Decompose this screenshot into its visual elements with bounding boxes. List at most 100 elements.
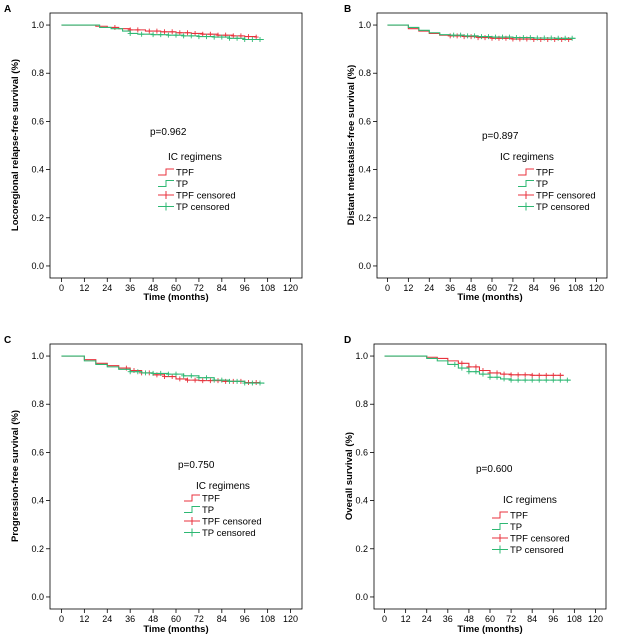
panel-c-series-tp-censor-mark <box>188 373 194 379</box>
panel-c-legend-swatch <box>184 517 200 525</box>
panel-b-series-tp-censor-mark <box>548 35 554 41</box>
panel-d-ytick-label: 0.8 <box>355 399 368 409</box>
panel-d-series-tp-censor-mark <box>515 377 521 383</box>
panel-d-ytick-label: 0.6 <box>355 447 368 457</box>
panel-b-legend-label: TP <box>536 179 548 190</box>
panel-c-series-tp-censor-mark <box>226 378 232 384</box>
panel-b-legend-swatch <box>518 191 534 199</box>
panel-a-legend-label: TPF <box>176 168 194 179</box>
panel-b-xtick-label: 108 <box>568 283 583 293</box>
panel-d-series-tpf-censor-mark <box>494 370 500 376</box>
panel-d-series-tpf-censor-mark <box>501 371 507 377</box>
panel-a-legend-swatch <box>158 202 174 211</box>
panel-b-xtick-label: 120 <box>589 283 604 293</box>
panel-c-series-tp-censor-mark <box>165 371 171 377</box>
panel-b-series-tp-censor-mark <box>486 34 492 40</box>
panel-c-series-tp-censor-mark <box>158 370 164 376</box>
panel-b-legend-label: TPF <box>536 168 554 179</box>
panel-c-legend-swatch <box>184 494 200 502</box>
panel-a-series-tp-censor-mark <box>257 37 263 42</box>
panel-a-ytick-label: 1.0 <box>31 20 44 30</box>
panel-c-ytick-label: 0.2 <box>31 544 44 554</box>
panel-c-series-tpf-line <box>61 355 261 384</box>
panel-c-series-tp-censor-mark <box>173 371 179 377</box>
panel-d-series-tp-censor-mark <box>494 374 500 380</box>
panel-b-series-tpf-censor-mark <box>482 35 488 41</box>
panel-d-series-tp-censor-mark <box>550 377 556 383</box>
panel-b-xlabel: Time (months) <box>457 292 522 303</box>
panel-d-xtick-label: 24 <box>422 614 432 624</box>
panel-a-xtick-label: 84 <box>217 283 227 293</box>
panel-c-xtick-label: 84 <box>217 614 227 624</box>
panel-a-series-tpf-censor-mark <box>162 29 168 35</box>
panel-c-legend-label: TPF <box>202 494 220 505</box>
panel-a-series-tp-censor-mark <box>196 34 202 40</box>
panel-b-legend-title: IC regimens <box>500 152 554 163</box>
panel-b-ytick-label: 0.6 <box>358 116 371 126</box>
panel-b-series-tp-line <box>387 24 576 39</box>
panel-c-series-tp-censor-mark <box>142 370 148 376</box>
panel-b-ytick-label: 1.0 <box>358 20 371 30</box>
panel-a-xtick-label: 108 <box>260 283 275 293</box>
panel-b-xtick-label: 0 <box>385 283 390 293</box>
panel-d-ytick-label: 0.4 <box>355 496 368 506</box>
panel-c-ytick-label: 0.6 <box>31 447 44 457</box>
panel-d-xtick-label: 60 <box>485 614 495 624</box>
panel-d-series-tpf-censor-mark <box>536 372 542 378</box>
panel-a-legend-swatch <box>158 180 174 187</box>
panel-b-series-tp-censor-mark <box>534 35 540 41</box>
panel-c-series-tp-censor-mark <box>234 378 240 384</box>
panel-a-xtick-label: 36 <box>125 283 135 293</box>
panel-b-ytick-label: 0.0 <box>358 261 371 271</box>
panel-c-xtick-label: 0 <box>59 614 64 624</box>
panel-b-series-tp-censor-mark <box>506 34 512 40</box>
panel-a-series-tpf-censor-mark <box>238 33 244 39</box>
panel-b-pvalue: p=0.897 <box>482 131 519 142</box>
panel-a-series-tp-censor-mark <box>204 34 210 40</box>
panel-a-ytick-label: 0.4 <box>31 165 44 175</box>
panel-d-xlabel: Time (months) <box>457 624 522 635</box>
panel-a-letter: A <box>4 4 11 15</box>
panel-b-plot-frame <box>376 12 608 279</box>
panel-a-legend-title: IC regimens <box>168 152 222 163</box>
panel-a: A 0.0 0.2 0.4 0.6 0.8 1.0 0 12 24 36 48 60 72 84 96 108 1… <box>4 4 303 303</box>
panel-a-series-tpf-censor-mark <box>146 28 152 34</box>
panel-d-legend-label: TPF censored <box>510 534 570 545</box>
panel-a-series-tpf-censor-mark <box>154 28 160 34</box>
panel-a-series-tp-censor-mark <box>150 32 156 38</box>
panel-a-xtick-label: 72 <box>194 283 204 293</box>
panel-b-series-tp-censor-mark <box>527 35 533 41</box>
panel-b-xtick-label: 36 <box>445 283 455 293</box>
panel-b-xtick-label: 84 <box>529 283 539 293</box>
panel-b-series-tp-censor-mark <box>541 35 547 41</box>
panel-c-xtick-label: 48 <box>148 614 158 624</box>
panel-d-legend-swatch <box>492 523 508 530</box>
panel-a-series-tp-censor-mark <box>219 34 225 40</box>
panel-b-ylabel: Distant metastasis-free survival (%) <box>346 65 357 226</box>
panel-d-series-tp-censor-mark <box>522 377 528 383</box>
panel-d-series-tpf-censor-mark <box>473 364 479 370</box>
panel-b-xtick-label: 72 <box>508 283 518 293</box>
panel-c-xtick-label: 96 <box>240 614 250 624</box>
panel-c-xlabel: Time (months) <box>143 624 208 635</box>
panel-a-legend-label: TP <box>176 179 188 190</box>
panel-b-series-tp-censor-mark <box>520 35 526 41</box>
panel-c-legend-label: TPF censored <box>202 517 262 528</box>
panel-a-legend-swatch <box>158 168 174 176</box>
panel-a-series-tp-censor-mark <box>158 32 164 38</box>
panel-c-legend-swatch <box>184 528 200 537</box>
panel-a-xtick-label: 60 <box>171 283 181 293</box>
panel-c-series-tp-censor-mark <box>219 377 225 383</box>
panel-d-legend-swatch <box>492 545 508 554</box>
panel-d-series-tpf-censor-mark <box>459 360 465 366</box>
panel-a-series-tp-censor-mark <box>173 32 179 38</box>
panel-a-legend-label: TP censored <box>176 202 230 213</box>
panel-d-letter: D <box>344 335 351 346</box>
panel-d-series-tp-censor-mark <box>529 377 535 383</box>
panel-b-series-tpf-censor-mark <box>468 34 474 40</box>
panel-a-series-tpf-censor-mark <box>200 31 206 37</box>
panel-c-series-tp-censor-mark <box>211 377 217 383</box>
panel-d-pvalue: p=0.600 <box>476 464 513 475</box>
panel-d-xtick-label: 72 <box>506 614 516 624</box>
panel-b-series-tp-censor-mark <box>458 32 464 38</box>
